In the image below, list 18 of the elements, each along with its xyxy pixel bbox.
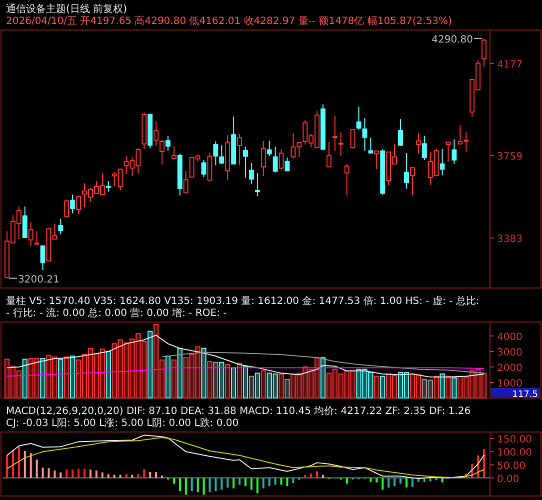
y-tick-label: 4177 — [497, 59, 522, 70]
y-tick-label: 50.00 — [497, 460, 526, 472]
chart-title: 通信设备主题(日线 前复权) — [6, 3, 128, 15]
y-tick-label: 4000 — [497, 332, 522, 343]
text: 117.5 — [512, 390, 538, 400]
y-tick-label: 2000 — [497, 362, 522, 374]
chart-title: MACD(12,26,9,20,0,20) DIF: 87.10 DEA: 31.88 MACD: 110.45 均价: 4217.22 ZF: 2.35 DF: 1.26 CJ: -0.03 L阳: 5.00 L涨: 5.00 L阴: 0.00 L跌: 0.00 — [6, 405, 471, 429]
annotation: 4290.80 — [432, 34, 473, 46]
y-tick-label: 100.00 — [497, 448, 532, 459]
y-tick-label: 3000 — [497, 347, 522, 358]
y-tick-label: 1000 — [497, 378, 522, 390]
y-tick-label: 3759 — [497, 151, 522, 162]
y-tick-label: 3383 — [497, 234, 522, 246]
y-tick-label: 150.00 — [497, 434, 532, 446]
y-tick-label: 0.00 — [497, 474, 520, 485]
annotation: 3200.21 — [18, 274, 60, 286]
chart-subtitle: 2026/04/10/五 开4197.65 高4290.80 低4162.01 收4282.97 量-- 额1478亿 幅105.87(2.53%) — [6, 15, 452, 27]
chart-title: 量柱 V5: 1570.40 V35: 1624.80 V135: 1903.19 量: 1612.00 金: 1477.53 倍: 1.00 HS: - 虚: - 总比: - 行比: - 流: 0.00 总: 0.00 营: 0.00 增: - ROE: - — [6, 295, 480, 319]
